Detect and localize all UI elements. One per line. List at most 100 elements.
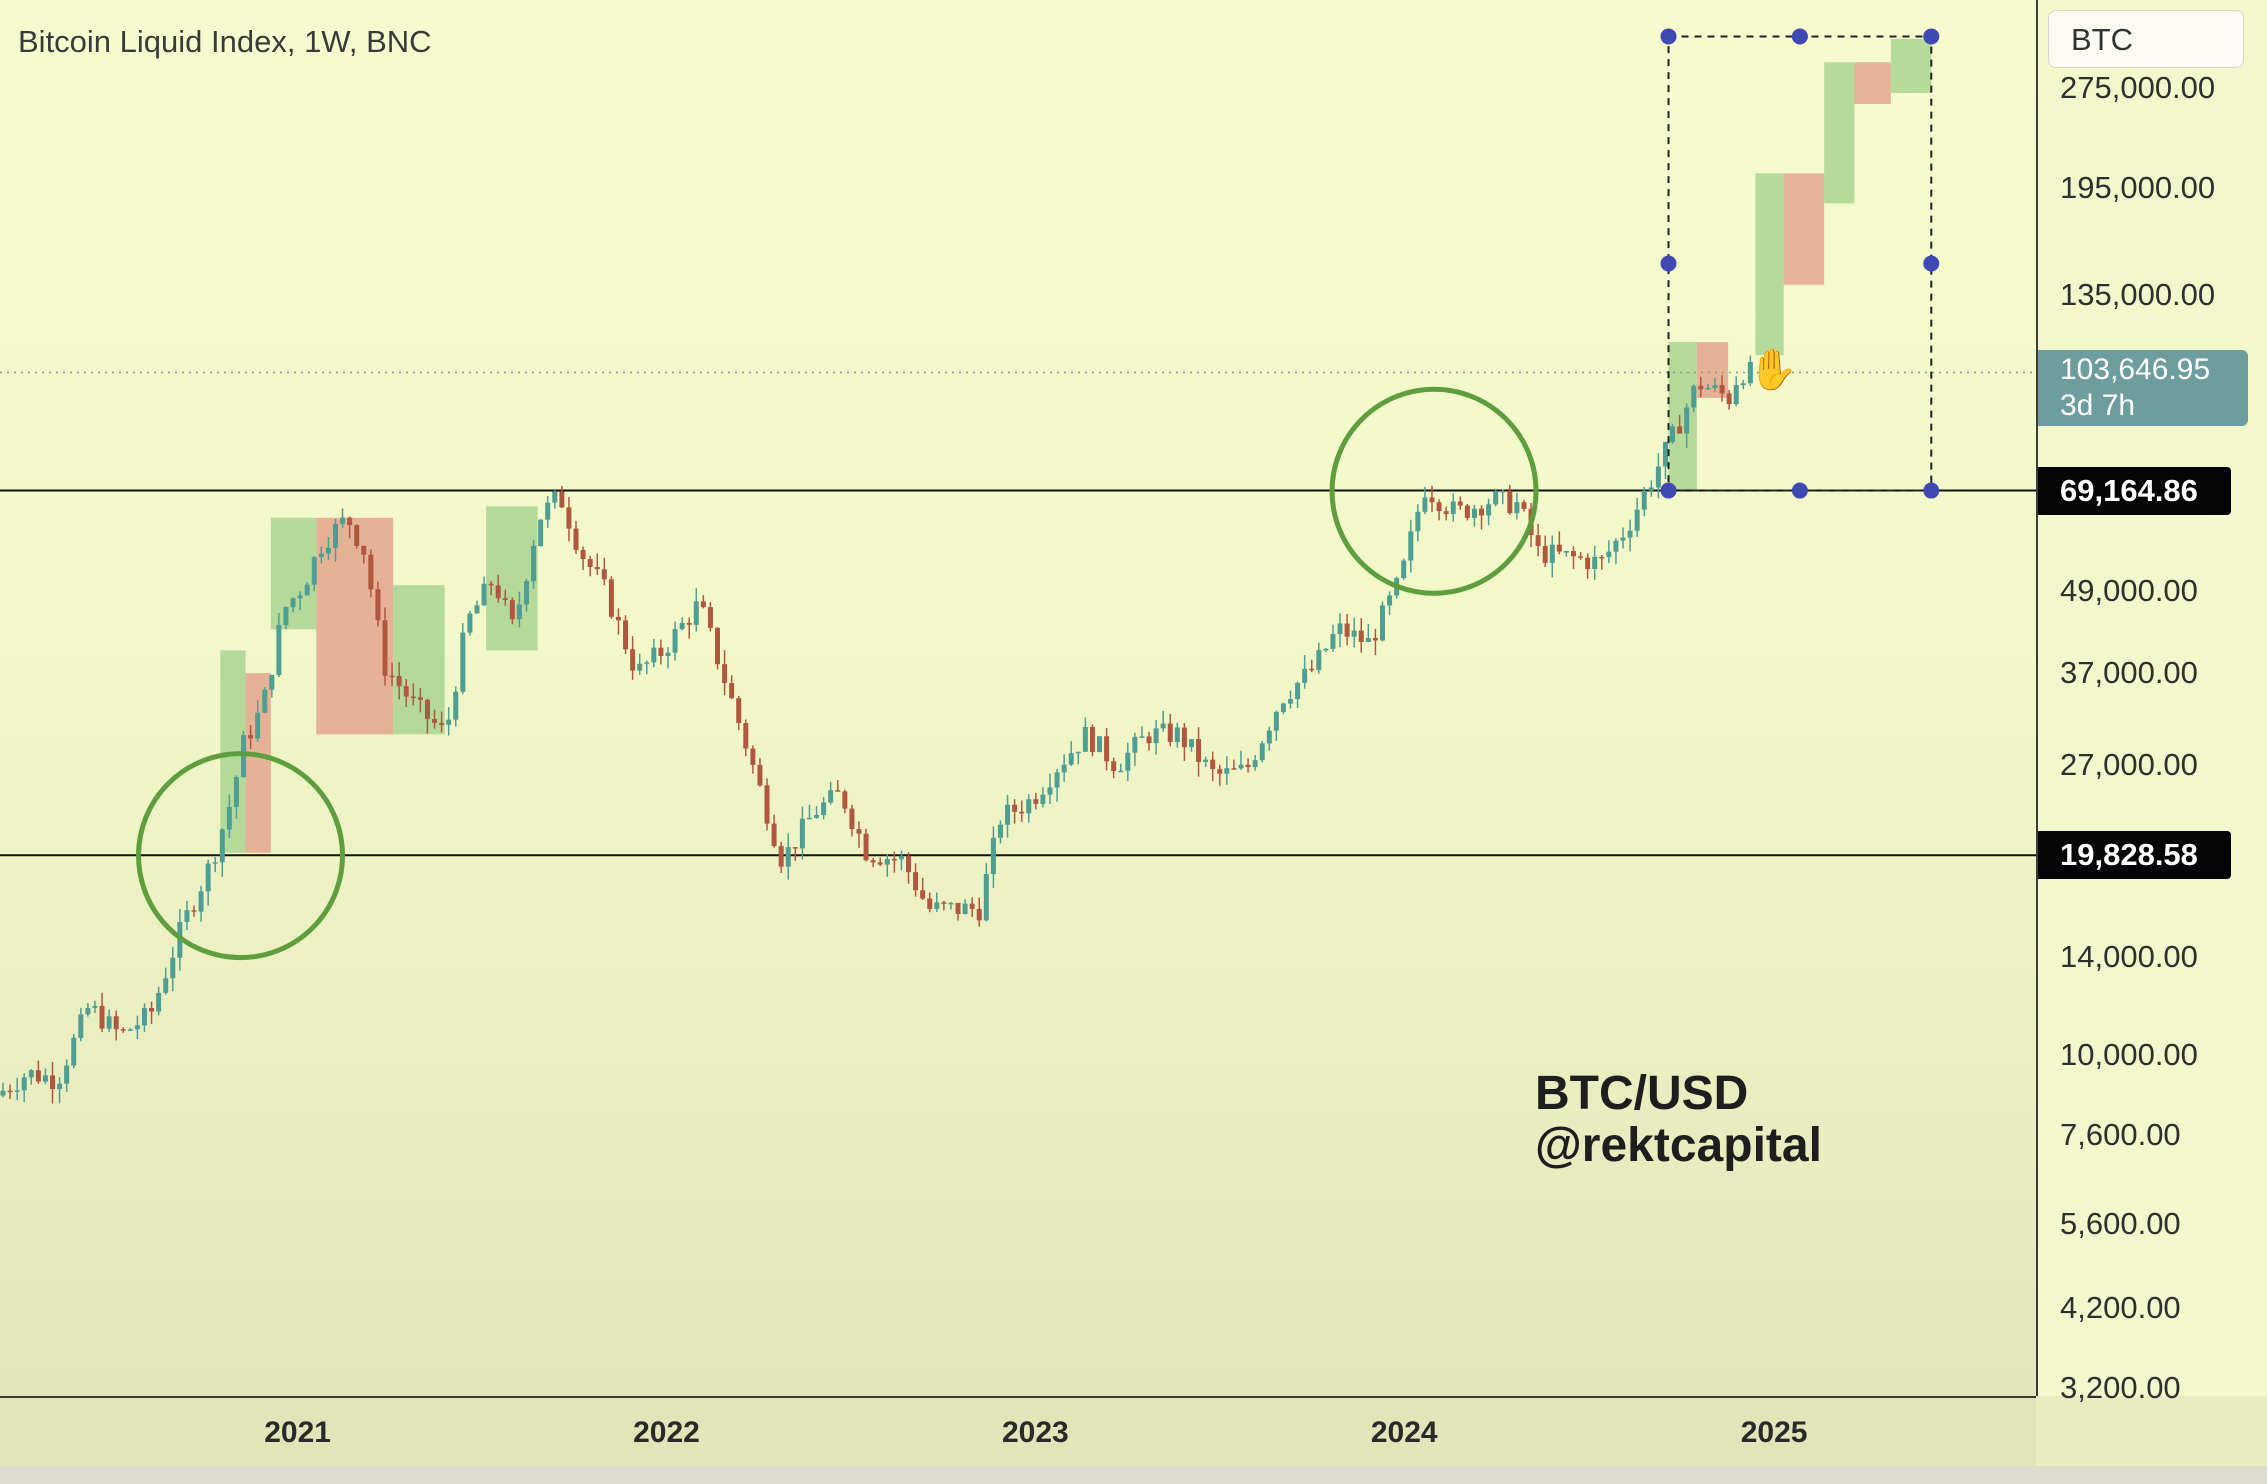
candle-body-31 bbox=[219, 829, 225, 863]
measure-box-handle-5[interactable] bbox=[1660, 482, 1677, 499]
price-scale[interactable]: BTC 275,000.00 195,000.00 135,000.00 49,000… bbox=[2036, 0, 2267, 1405]
candle-body-16 bbox=[113, 1016, 119, 1030]
measure-box-handle-3[interactable] bbox=[1660, 255, 1677, 272]
candle-body-213 bbox=[1507, 490, 1513, 514]
candle-body-240 bbox=[1698, 385, 1704, 390]
candle-body-117 bbox=[828, 790, 834, 803]
candle-body-38 bbox=[269, 674, 275, 690]
candle-body-227 bbox=[1606, 551, 1612, 557]
candle-body-173 bbox=[1224, 768, 1230, 774]
candle-body-190 bbox=[1344, 623, 1350, 637]
candle-body-203 bbox=[1436, 502, 1442, 512]
candle-body-215 bbox=[1521, 502, 1527, 509]
candle-body-19 bbox=[134, 1025, 140, 1030]
measure-box-handle-7[interactable] bbox=[1923, 482, 1940, 499]
candle-body-77 bbox=[545, 502, 551, 520]
candle-body-116 bbox=[821, 802, 827, 815]
year-label: 2024 bbox=[1370, 1416, 1438, 1449]
projection-box-6 bbox=[1890, 38, 1932, 94]
candle-body-53 bbox=[375, 589, 381, 621]
candle-body-182 bbox=[1288, 699, 1294, 704]
candle-body-98 bbox=[693, 601, 699, 625]
candle-body-210 bbox=[1486, 504, 1492, 516]
candle-body-168 bbox=[1188, 739, 1194, 748]
candle-body-159 bbox=[1125, 752, 1131, 771]
candle-body-29 bbox=[205, 863, 211, 892]
candle-body-113 bbox=[799, 818, 805, 849]
candle-body-236 bbox=[1670, 426, 1676, 443]
candle-body-95 bbox=[672, 629, 678, 653]
candle-body-192 bbox=[1358, 630, 1364, 643]
candle-body-12 bbox=[85, 1007, 91, 1015]
candle-body-184 bbox=[1302, 668, 1308, 683]
candle-body-50 bbox=[354, 525, 360, 546]
symbol-selector[interactable]: BTC bbox=[2048, 10, 2244, 68]
price-chart[interactable] bbox=[0, 0, 2036, 1396]
candle-body-143 bbox=[1012, 804, 1018, 812]
candle-body-156 bbox=[1104, 736, 1110, 762]
candle-body-85 bbox=[601, 569, 607, 580]
level-label-69164[interactable]: 69,164.86 bbox=[2038, 466, 2231, 515]
candle-body-186 bbox=[1316, 650, 1322, 671]
candle-body-220 bbox=[1556, 544, 1562, 552]
candle-body-7 bbox=[50, 1075, 56, 1089]
measure-box-handle-1[interactable] bbox=[1791, 28, 1808, 45]
candle-body-45 bbox=[318, 553, 324, 558]
candle-body-148 bbox=[1047, 787, 1053, 795]
candle-body-82 bbox=[580, 549, 586, 560]
measure-box-handle-6[interactable] bbox=[1791, 482, 1808, 499]
candle-body-88 bbox=[623, 620, 629, 650]
candle-body-225 bbox=[1592, 556, 1598, 570]
candle-body-2 bbox=[14, 1090, 20, 1092]
level-label-19828[interactable]: 19,828.58 bbox=[2038, 831, 2231, 880]
price-tick-label: 10,000.00 bbox=[2060, 1037, 2198, 1072]
candle-body-89 bbox=[630, 649, 636, 671]
candle-body-139 bbox=[983, 874, 989, 921]
candle-body-66 bbox=[467, 613, 473, 633]
symbol-title[interactable]: Bitcoin Liquid Index, 1W, BNC bbox=[18, 24, 432, 59]
projection-box-2 bbox=[1755, 173, 1784, 356]
candle-body-231 bbox=[1634, 509, 1640, 531]
measure-box-handle-2[interactable] bbox=[1923, 28, 1940, 45]
candle-body-0 bbox=[0, 1090, 6, 1096]
candle-body-55 bbox=[389, 675, 395, 678]
measure-box-handle-0[interactable] bbox=[1660, 28, 1677, 45]
candle-body-20 bbox=[141, 1007, 147, 1026]
candle-body-136 bbox=[962, 903, 968, 914]
candle-body-204 bbox=[1443, 511, 1449, 515]
zone-box-2 bbox=[270, 517, 317, 630]
candle-body-61 bbox=[432, 719, 438, 723]
measure-box-handle-4[interactable] bbox=[1923, 255, 1940, 272]
candle-body-181 bbox=[1280, 703, 1286, 712]
candle-body-247 bbox=[1747, 362, 1753, 384]
candle-body-59 bbox=[417, 697, 423, 700]
candle-body-153 bbox=[1082, 726, 1088, 752]
price-tick-label: 135,000.00 bbox=[2060, 277, 2216, 313]
candle-body-158 bbox=[1118, 770, 1124, 773]
candle-body-43 bbox=[304, 584, 310, 596]
candle-body-133 bbox=[941, 902, 947, 904]
candle-body-169 bbox=[1196, 739, 1202, 762]
candle-body-187 bbox=[1323, 648, 1329, 651]
year-label: 2021 bbox=[264, 1416, 331, 1449]
candle-body-202 bbox=[1429, 497, 1435, 503]
candle-body-44 bbox=[311, 557, 317, 585]
year-label: 2025 bbox=[1740, 1416, 1808, 1449]
candle-body-145 bbox=[1026, 799, 1032, 814]
candle-body-14 bbox=[99, 1005, 105, 1029]
chart-area[interactable]: Bitcoin Liquid Index, 1W, BNC BTC/USD @r… bbox=[0, 0, 2036, 1396]
candle-body-141 bbox=[997, 824, 1003, 838]
candle-body-163 bbox=[1153, 728, 1159, 744]
time-axis[interactable]: 2021 2022 2023 2024 2025 bbox=[0, 1396, 2036, 1468]
candle-body-206 bbox=[1457, 501, 1463, 506]
candle-body-42 bbox=[297, 595, 303, 599]
candle-body-35 bbox=[248, 735, 254, 739]
candle-body-24 bbox=[170, 957, 176, 979]
price-tick-label: 7,600.00 bbox=[2060, 1117, 2181, 1153]
candle-body-28 bbox=[198, 891, 204, 912]
candle-body-245 bbox=[1733, 385, 1739, 405]
candle-body-76 bbox=[538, 519, 544, 546]
price-tick-label: 37,000.00 bbox=[2060, 655, 2198, 691]
candle-body-5 bbox=[35, 1070, 41, 1082]
zone-box-5 bbox=[486, 506, 538, 651]
